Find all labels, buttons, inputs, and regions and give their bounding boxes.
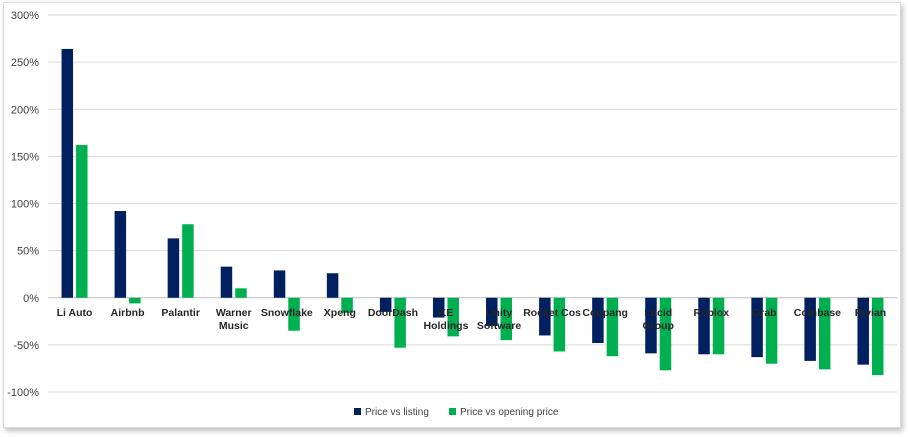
- bar-price-vs-listing: [592, 297, 604, 343]
- bar-price-vs-listing: [698, 297, 710, 355]
- bar-price-vs-listing: [804, 297, 816, 361]
- bar-price-vs-opening: [129, 297, 141, 304]
- bar-price-vs-listing: [167, 238, 180, 298]
- category-label: Rocket Cos: [523, 307, 581, 319]
- category-label: Unity Software: [477, 307, 522, 332]
- category-label: Roblox: [693, 307, 729, 319]
- category-label: Grab: [752, 307, 777, 319]
- y-tick-label: 150%: [11, 151, 39, 163]
- y-tick-label: 100%: [11, 199, 39, 211]
- y-tick-label: -50%: [13, 340, 39, 352]
- bar-price-vs-listing: [857, 297, 869, 365]
- y-tick-label: 300%: [11, 10, 39, 22]
- category-label: Airbnb: [111, 307, 145, 319]
- chart-frame: -100% -50% 0% 50% 100% 150% 200% 250% 300% Li Au…: [3, 2, 901, 428]
- bar-price-vs-listing: [645, 297, 657, 354]
- bar-price-vs-opening: [500, 297, 513, 341]
- bar-price-vs-opening: [606, 297, 619, 357]
- bar-price-vs-opening: [76, 145, 88, 298]
- bar-price-vs-listing: [273, 270, 286, 298]
- bar-price-vs-listing: [539, 297, 551, 336]
- category-label: Xpeng: [324, 307, 356, 319]
- y-axis-ticks: -100% -50% 0% 50% 100% 150% 200% 250% 300%: [7, 10, 39, 399]
- bar-price-vs-listing: [379, 297, 392, 312]
- category-label: Coinbase: [794, 307, 841, 319]
- bar-price-vs-listing: [486, 297, 498, 327]
- chart-svg: -100% -50% 0% 50% 100% 150% 200% 250% 300% Li Au…: [7, 10, 897, 418]
- category-label: KE Holdings: [424, 307, 469, 332]
- y-tick-label: -100%: [7, 387, 39, 399]
- legend-swatch: [449, 408, 456, 415]
- category-label: Li Auto: [57, 307, 93, 319]
- legend: Price vs listing Price vs opening price: [354, 407, 559, 418]
- bar-price-vs-listing: [326, 273, 339, 298]
- bar-price-vs-opening: [182, 224, 194, 298]
- y-tick-label: 50%: [17, 246, 39, 258]
- bar-price-vs-opening: [341, 297, 353, 313]
- category-label: DoorDash: [368, 307, 418, 319]
- bar-price-vs-opening: [765, 297, 778, 364]
- legend-label: Price vs listing: [365, 407, 429, 418]
- category-labels: Li Auto Airbnb Palantir Warner Music Snowflak…: [57, 307, 887, 332]
- bar-price-vs-opening: [818, 297, 831, 370]
- bar-price-vs-listing: [220, 266, 233, 298]
- bar-price-vs-listing: [432, 297, 445, 318]
- bar-price-vs-listing: [751, 297, 763, 358]
- bar-price-vs-opening: [235, 288, 247, 298]
- category-label: Warner Music: [216, 307, 252, 332]
- bar-price-vs-opening: [288, 297, 300, 331]
- bar-price-vs-opening: [659, 297, 672, 371]
- bars: [61, 48, 884, 376]
- y-tick-label: 250%: [11, 57, 39, 69]
- bar-price-vs-opening: [394, 297, 406, 348]
- category-label: Coupang: [582, 307, 628, 319]
- y-tick-label: 200%: [11, 104, 39, 116]
- category-label: Snowflake: [261, 307, 313, 319]
- bar-price-vs-listing: [61, 48, 74, 298]
- bar-price-vs-listing: [114, 211, 127, 298]
- bar-price-vs-opening: [553, 297, 566, 352]
- category-label: Palantir: [161, 307, 200, 319]
- bar-price-vs-opening: [712, 297, 725, 355]
- legend-swatch: [354, 408, 361, 415]
- category-label: Lucid Group: [642, 307, 674, 332]
- legend-label: Price vs opening price: [460, 407, 559, 418]
- bar-price-vs-opening: [447, 297, 459, 337]
- category-label: Rivian: [855, 307, 887, 319]
- y-tick-label: 0%: [23, 293, 39, 305]
- bar-price-vs-opening: [871, 297, 884, 376]
